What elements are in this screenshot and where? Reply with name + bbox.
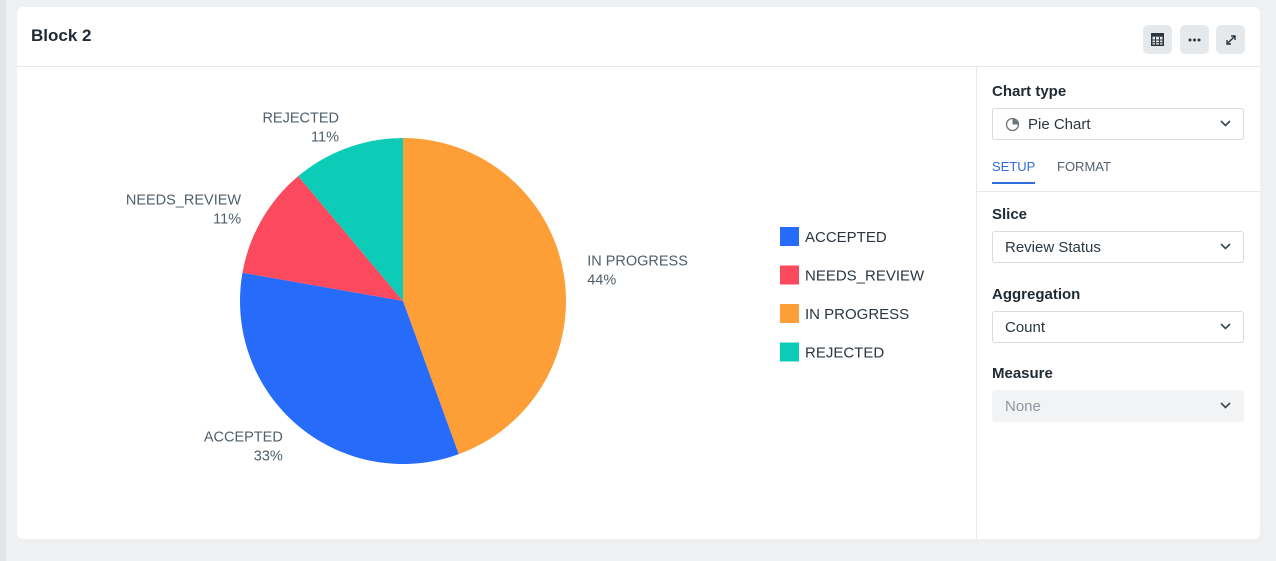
expand-button[interactable] bbox=[1216, 25, 1245, 54]
slice-label-accepted: ACCEPTED 33% bbox=[204, 429, 283, 464]
slice-percent: 33% bbox=[254, 448, 283, 464]
chevron-down-icon bbox=[1220, 120, 1231, 127]
more-options-button[interactable] bbox=[1180, 25, 1209, 54]
legend-label: ACCEPTED bbox=[805, 229, 887, 246]
legend-label: NEEDS_REVIEW bbox=[805, 268, 925, 285]
legend-item-needs-review[interactable]: NEEDS_REVIEW bbox=[780, 265, 925, 285]
chevron-down-icon bbox=[1220, 323, 1231, 330]
tab-setup[interactable]: SETUP bbox=[992, 159, 1036, 184]
chart-type-select[interactable]: Pie Chart bbox=[992, 108, 1244, 140]
left-edge bbox=[0, 0, 6, 561]
tab-format[interactable]: FORMAT bbox=[1057, 159, 1111, 174]
block-title: Block 2 bbox=[31, 26, 92, 45]
slice-name: IN PROGRESS bbox=[587, 254, 688, 270]
slice-label-rejected: REJECTED 11% bbox=[262, 110, 339, 145]
slice-percent: 11% bbox=[311, 129, 339, 145]
pie-slice-accepted[interactable] bbox=[240, 272, 459, 464]
chart-area: IN PROGRESS 44% ACCEPTED 33% NEEDS_REVIEW 11%… bbox=[17, 67, 975, 539]
aggregation-value: Count bbox=[1005, 318, 1046, 336]
slice-value: Review Status bbox=[1005, 238, 1101, 256]
legend-swatch bbox=[780, 342, 799, 362]
aggregation-select[interactable]: Count bbox=[992, 311, 1244, 343]
block-card: Block 2 bbox=[17, 7, 1261, 539]
slice-select[interactable]: Review Status bbox=[992, 231, 1244, 263]
config-tabs: SETUP FORMAT bbox=[977, 159, 1261, 192]
chevron-down-icon bbox=[1220, 402, 1231, 409]
pie-slice-rejected[interactable] bbox=[298, 138, 403, 301]
table-icon bbox=[1151, 33, 1164, 46]
measure-label: Measure bbox=[992, 365, 1053, 382]
legend-item-rejected[interactable]: REJECTED bbox=[780, 342, 884, 362]
expand-icon bbox=[1225, 34, 1236, 45]
legend-swatch bbox=[780, 265, 799, 285]
slice-name: NEEDS_REVIEW bbox=[126, 193, 242, 209]
chart-type-value: Pie Chart bbox=[1028, 115, 1091, 133]
chevron-down-icon bbox=[1220, 243, 1231, 250]
slice-name: ACCEPTED bbox=[204, 429, 283, 445]
pie-slice-needs-review[interactable] bbox=[242, 176, 403, 301]
measure-select[interactable]: None bbox=[992, 390, 1244, 422]
more-icon bbox=[1188, 38, 1201, 41]
pie-chart: IN PROGRESS 44% ACCEPTED 33% NEEDS_REVIEW 11%… bbox=[126, 110, 925, 464]
pie-slice-in-progress[interactable] bbox=[403, 138, 567, 455]
legend-swatch bbox=[780, 304, 799, 323]
card-header: Block 2 bbox=[17, 7, 1260, 67]
measure-value: None bbox=[1005, 397, 1041, 415]
slice-name: REJECTED bbox=[262, 110, 339, 126]
legend-item-accepted[interactable]: ACCEPTED bbox=[780, 227, 887, 246]
slice-label-in-progress: IN PROGRESS 44% bbox=[587, 254, 688, 289]
legend-swatch bbox=[780, 227, 799, 246]
slice-label: Slice bbox=[992, 206, 1028, 223]
slice-percent: 11% bbox=[213, 212, 241, 228]
chart-config-panel: Chart type Pie Chart SETUP FORMAT Slice … bbox=[976, 67, 1261, 539]
legend-item-in-progress[interactable]: IN PROGRESS bbox=[780, 304, 909, 323]
pie-chart-icon bbox=[1005, 117, 1020, 131]
legend-label: IN PROGRESS bbox=[805, 306, 909, 323]
chart-type-label: Chart type bbox=[992, 83, 1067, 100]
table-view-button[interactable] bbox=[1143, 25, 1172, 54]
legend-label: REJECTED bbox=[805, 345, 884, 362]
slice-percent: 44% bbox=[587, 273, 616, 289]
aggregation-label: Aggregation bbox=[992, 286, 1081, 303]
slice-label-needs-review: NEEDS_REVIEW 11% bbox=[126, 193, 242, 228]
